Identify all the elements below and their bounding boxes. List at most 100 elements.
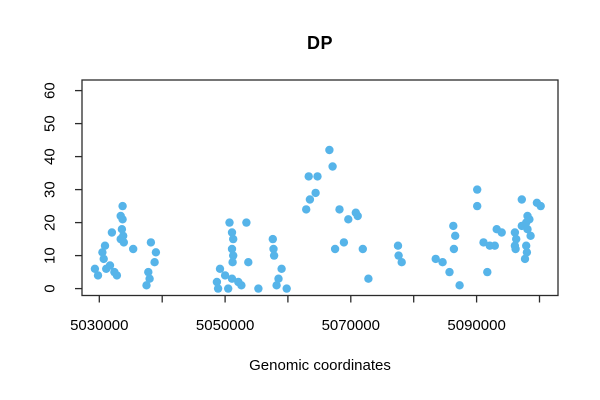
data-point: [473, 201, 482, 211]
y-axis-tick-label: 30: [42, 181, 59, 198]
data-point: [119, 231, 128, 240]
data-point: [282, 284, 291, 293]
data-point: [451, 231, 460, 240]
data-point: [100, 241, 110, 250]
data-point: [215, 264, 225, 273]
data-point: [151, 248, 161, 257]
data-point: [93, 271, 103, 280]
data-point: [497, 228, 506, 237]
data-point: [105, 261, 115, 270]
data-point: [311, 188, 320, 198]
data-point: [394, 251, 403, 260]
data-point: [212, 277, 222, 287]
x-axis-tick-label: 5030000: [70, 317, 128, 334]
data-point: [313, 172, 322, 181]
data-point: [431, 254, 440, 264]
data-point: [512, 234, 521, 244]
data-point: [364, 274, 373, 283]
data-point: [272, 281, 281, 290]
data-point: [473, 185, 482, 194]
data-point: [523, 225, 532, 234]
data-point: [274, 274, 283, 283]
y-axis-tick-label: 60: [42, 82, 59, 99]
data-point: [335, 205, 344, 214]
data-point: [490, 241, 499, 250]
data-point: [330, 244, 340, 254]
data-point: [99, 254, 108, 264]
data-point: [227, 244, 237, 254]
data-point: [228, 258, 237, 267]
data-point: [438, 258, 447, 267]
data-point: [479, 238, 488, 247]
data-point: [144, 267, 153, 277]
data-point: [117, 225, 127, 234]
data-point: [220, 271, 230, 280]
y-axis-tick-label: 20: [42, 214, 59, 231]
data-point: [522, 248, 532, 257]
data-point: [510, 228, 520, 237]
data-point: [269, 244, 278, 254]
data-point: [269, 251, 279, 260]
data-point: [511, 244, 520, 254]
data-point: [146, 238, 156, 247]
data-point: [520, 254, 530, 264]
data-point: [118, 201, 127, 211]
data-point: [445, 267, 454, 277]
data-point: [449, 221, 458, 231]
data-point: [90, 264, 100, 273]
x-axis-label: Genomic coordinates: [249, 357, 391, 374]
data-point: [142, 281, 151, 290]
data-point: [112, 271, 122, 280]
data-point: [224, 284, 233, 293]
y-axis-tick-label: 40: [42, 148, 59, 165]
data-point: [305, 195, 315, 204]
data-point: [526, 231, 535, 240]
data-point: [118, 215, 127, 224]
data-point: [145, 274, 154, 283]
data-point: [213, 284, 223, 293]
data-point: [254, 284, 263, 293]
y-axis-tick-label: 50: [42, 115, 59, 132]
data-point: [227, 228, 237, 237]
data-point: [525, 215, 534, 224]
data-point: [237, 281, 246, 290]
data-point: [107, 228, 117, 237]
data-point: [536, 201, 545, 211]
chart-title: DP: [306, 33, 333, 53]
data-point: [277, 264, 286, 273]
data-point: [522, 241, 531, 250]
data-point: [393, 241, 403, 250]
data-point: [328, 162, 337, 171]
data-point: [455, 281, 464, 290]
y-axis-tick-label: 10: [42, 247, 59, 264]
data-point: [517, 195, 526, 204]
data-point: [229, 234, 238, 244]
data-point: [449, 244, 459, 254]
data-point: [325, 145, 334, 155]
data-point: [397, 258, 406, 267]
data-point: [304, 172, 313, 181]
data-point: [229, 251, 238, 260]
data-point: [268, 234, 277, 244]
data-point: [358, 244, 367, 254]
y-axis-tick-label: 0: [42, 284, 59, 292]
data-point: [150, 258, 159, 267]
x-axis-tick-label: 5070000: [322, 317, 380, 334]
data-point: [339, 238, 349, 247]
plot-box: [81, 79, 559, 297]
x-axis-tick-label: 5050000: [196, 317, 254, 334]
data-point: [353, 211, 362, 221]
data-point: [242, 218, 251, 227]
data-point: [119, 238, 128, 247]
data-point: [483, 267, 492, 277]
x-axis-tick-label: 5090000: [447, 317, 505, 334]
data-point: [244, 258, 253, 267]
data-point: [98, 248, 107, 257]
data-point: [129, 244, 138, 254]
data-point: [225, 218, 234, 227]
data-point: [227, 274, 237, 283]
data-point: [302, 205, 311, 214]
data-point: [344, 215, 353, 224]
